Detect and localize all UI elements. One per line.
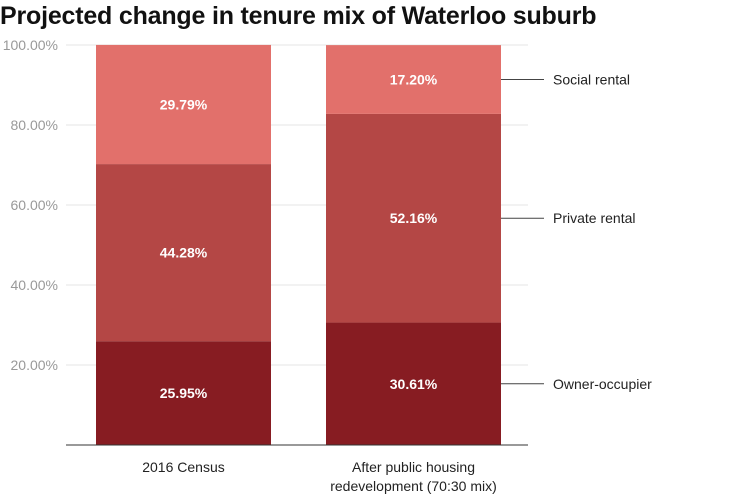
- x-category-label: redevelopment (70:30 mix): [330, 478, 497, 494]
- bar-segment: [96, 44, 271, 165]
- y-tick-label: 60.00%: [11, 197, 58, 213]
- x-category-label: After public housing: [352, 459, 475, 475]
- y-tick-label: 80.00%: [11, 117, 58, 133]
- series-label: Private rental: [553, 210, 635, 226]
- data-label: 30.61%: [390, 376, 438, 392]
- bar-segment: [326, 113, 501, 323]
- data-label: 17.20%: [390, 72, 438, 88]
- y-tick-label: 40.00%: [11, 277, 58, 293]
- series-label: Owner-occupier: [553, 376, 652, 392]
- bar-segment: [326, 322, 501, 445]
- chart-title: Projected change in tenure mix of Waterl…: [0, 2, 597, 30]
- bar-segment: [96, 341, 271, 445]
- data-label: 29.79%: [160, 97, 208, 113]
- series-label: Social rental: [553, 72, 630, 88]
- data-label: 25.95%: [160, 385, 208, 401]
- bar-segment: [96, 164, 271, 342]
- bar-segment: [326, 45, 501, 114]
- y-tick-label: 100.00%: [3, 37, 58, 53]
- data-label: 44.28%: [160, 245, 208, 261]
- data-label: 52.16%: [390, 210, 438, 226]
- x-category-label: 2016 Census: [142, 459, 225, 475]
- y-tick-label: 20.00%: [11, 357, 58, 373]
